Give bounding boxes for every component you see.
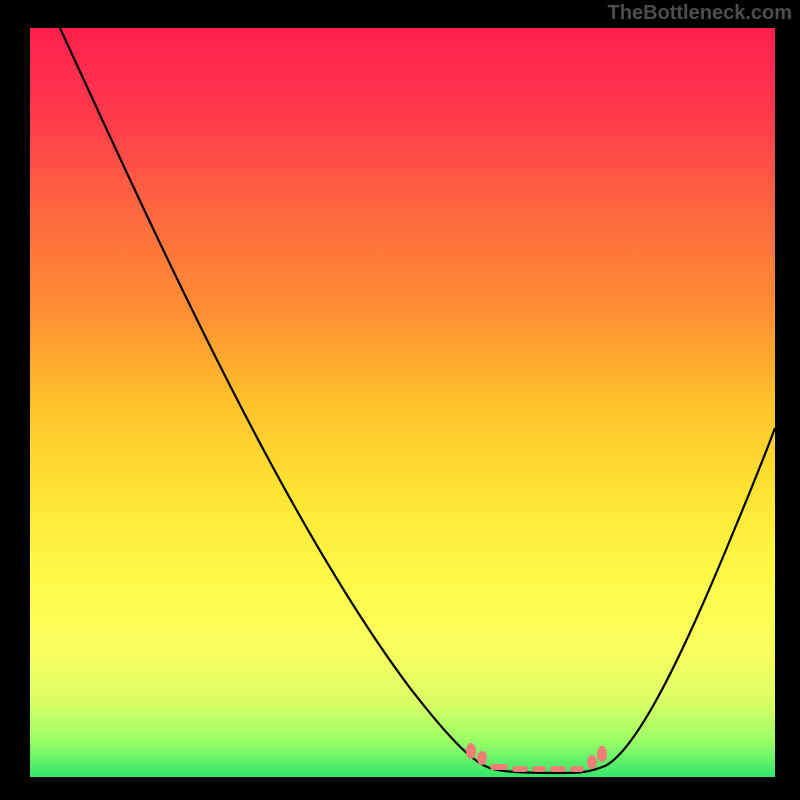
watermark-text: TheBottleneck.com [608, 2, 792, 25]
flat-marker-dot [597, 746, 607, 762]
flat-marker-dot [477, 751, 487, 765]
flat-marker-dash [512, 766, 528, 772]
plot-area [30, 28, 775, 777]
bottleneck-curve [30, 28, 775, 777]
flat-marker-dot [587, 755, 597, 769]
flat-marker-dot [466, 743, 476, 759]
chart-container: TheBottleneck.com [0, 0, 800, 800]
flat-marker-dash [490, 764, 508, 770]
curve-path [60, 28, 775, 773]
flat-marker-dash [550, 766, 566, 772]
flat-marker-dash [570, 766, 584, 772]
flat-marker-dash [532, 766, 546, 772]
